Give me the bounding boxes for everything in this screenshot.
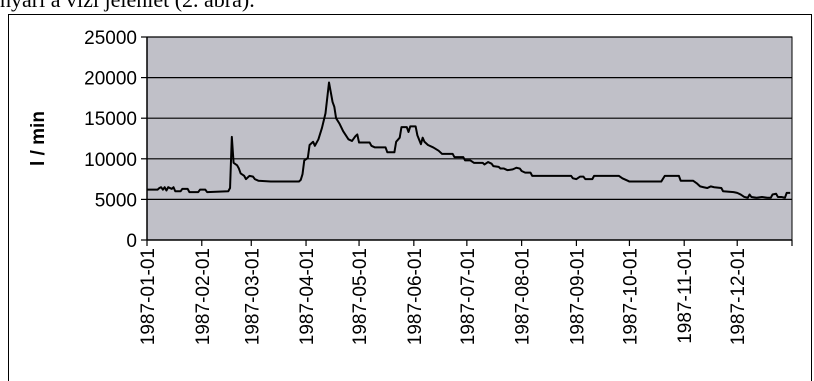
x-tick-label: 1987-04-01 bbox=[297, 248, 318, 345]
x-tick-label: 1987-01-01 bbox=[138, 248, 159, 345]
x-tick-label: 1987-07-01 bbox=[458, 248, 479, 345]
x-tick-label: 1987-09-01 bbox=[567, 248, 588, 345]
x-tick-label: 1987-11-01 bbox=[675, 248, 696, 344]
caption-text: nyári a vízi jelenlét (2. ábra). bbox=[0, 0, 814, 12]
y-axis-ticks: 0 5000 10000 15000 20000 25000 bbox=[84, 28, 147, 252]
y-tick-label: 10000 bbox=[84, 150, 137, 171]
y-tick-label: 0 bbox=[126, 231, 137, 252]
y-tick-label: 20000 bbox=[84, 69, 137, 90]
y-tick-label: 15000 bbox=[84, 109, 137, 130]
x-tick-label: 1987-03-01 bbox=[242, 248, 263, 345]
x-tick-label: 1987-12-01 bbox=[728, 248, 749, 345]
x-tick-label: 1987-06-01 bbox=[405, 248, 426, 345]
series-line bbox=[147, 81, 791, 199]
plot-area bbox=[146, 36, 793, 241]
x-tick-label: 1987-02-01 bbox=[193, 248, 214, 345]
y-tick-label: 25000 bbox=[84, 28, 137, 49]
y-tick-label: 5000 bbox=[95, 190, 137, 211]
gridlines bbox=[147, 36, 792, 200]
x-tick-label: 1987-05-01 bbox=[350, 248, 371, 345]
x-tick-label: 1987-10-01 bbox=[620, 248, 641, 345]
x-axis-ticks: 1987-01-01 1987-02-01 1987-03-01 1987-04-01… bbox=[138, 240, 793, 345]
x-tick-label: 1987-08-01 bbox=[513, 248, 534, 345]
y-axis-title: l / min bbox=[28, 111, 49, 166]
